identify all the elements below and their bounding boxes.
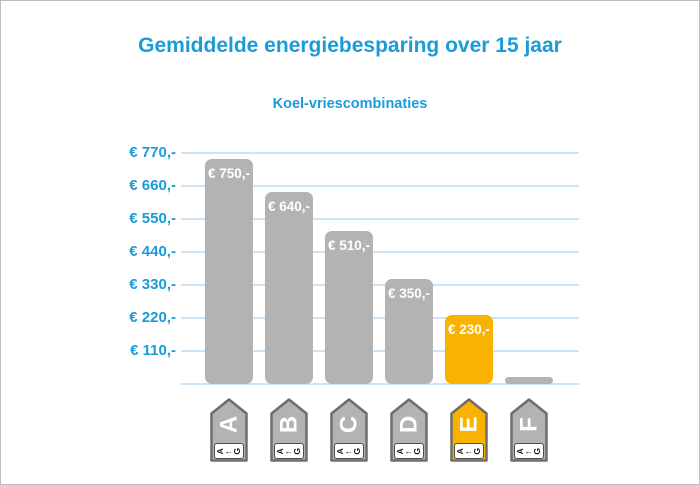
energy-scale-badge: A ← G: [334, 443, 364, 459]
gridline-550: [181, 218, 579, 220]
energy-scale-badge: A ← G: [274, 443, 304, 459]
energy-class-letter-a: A: [215, 415, 242, 434]
gridline-660: [181, 185, 579, 187]
arrow-left-icon: ←: [404, 445, 414, 456]
energy-scale-badge: A ← G: [514, 443, 544, 459]
bar-a: € 750,-: [205, 159, 253, 384]
scale-letter-a: A: [214, 447, 225, 455]
bar-c: € 510,-: [325, 231, 373, 384]
energy-scale-badge: A ← G: [214, 443, 244, 459]
chart-subtitle: Koel-vriescombinaties: [272, 96, 428, 112]
y-axis-tick-label-440: € 440,-: [129, 243, 176, 260]
scale-letter-a: A: [394, 447, 405, 455]
energy-class-letter-d: D: [395, 415, 422, 434]
arrow-left-icon: ←: [224, 445, 234, 456]
scale-letter-g: G: [352, 447, 363, 455]
energy-class-letter-b: B: [275, 415, 302, 434]
bar-b: € 640,-: [265, 192, 313, 384]
gridline-220: [181, 317, 579, 319]
energy-label-icon-a: A A ← G: [210, 398, 248, 462]
arrow-left-icon: ←: [464, 445, 474, 456]
y-axis-tick-label-770: € 770,-: [129, 144, 176, 161]
gridline-330: [181, 284, 579, 286]
arrow-left-icon: ←: [344, 445, 354, 456]
bar-d: € 350,-: [385, 279, 433, 384]
gridline-110: [181, 350, 579, 352]
energy-label-icon-e: E A ← G: [450, 398, 488, 462]
energy-class-letter-f: F: [515, 417, 542, 432]
y-axis-tick-label-220: € 220,-: [129, 309, 176, 326]
scale-letter-a: A: [514, 447, 525, 455]
bar-value-label-c: € 510,-: [327, 238, 371, 253]
arrow-left-icon: ←: [524, 445, 534, 456]
gridline-0: [181, 383, 579, 385]
energy-label-icon-b: B A ← G: [270, 398, 308, 462]
scale-letter-g: G: [472, 447, 483, 455]
y-axis-tick-label-550: € 550,-: [129, 210, 176, 227]
energy-class-letter-e: E: [455, 416, 482, 433]
gridline-770: [181, 152, 579, 154]
scale-letter-a: A: [454, 447, 465, 455]
y-axis-tick-label-660: € 660,-: [129, 177, 176, 194]
scale-letter-g: G: [412, 447, 423, 455]
y-axis-tick-label-330: € 330,-: [129, 276, 176, 293]
gridline-440: [181, 251, 579, 253]
energy-class-letter-c: C: [335, 415, 362, 434]
bar-value-label-a: € 750,-: [207, 166, 251, 181]
bar-value-label-d: € 350,-: [387, 286, 431, 301]
bar-f: [505, 377, 553, 384]
energy-scale-badge: A ← G: [394, 443, 424, 459]
scale-letter-g: G: [292, 447, 303, 455]
energy-label-icon-f: F A ← G: [510, 398, 548, 462]
scale-letter-g: G: [232, 447, 243, 455]
bar-e: € 230,-: [445, 315, 493, 384]
arrow-left-icon: ←: [284, 445, 294, 456]
scale-letter-a: A: [334, 447, 345, 455]
y-axis-tick-label-110: € 110,-: [130, 342, 176, 359]
chart-title: Gemiddelde energiebesparing over 15 jaar: [138, 34, 562, 57]
bar-value-label-b: € 640,-: [267, 199, 311, 214]
energy-label-icon-c: C A ← G: [330, 398, 368, 462]
energy-scale-badge: A ← G: [454, 443, 484, 459]
scale-letter-g: G: [532, 447, 543, 455]
energy-label-icon-d: D A ← G: [390, 398, 428, 462]
scale-letter-a: A: [274, 447, 285, 455]
bar-value-label-e: € 230,-: [447, 322, 491, 337]
